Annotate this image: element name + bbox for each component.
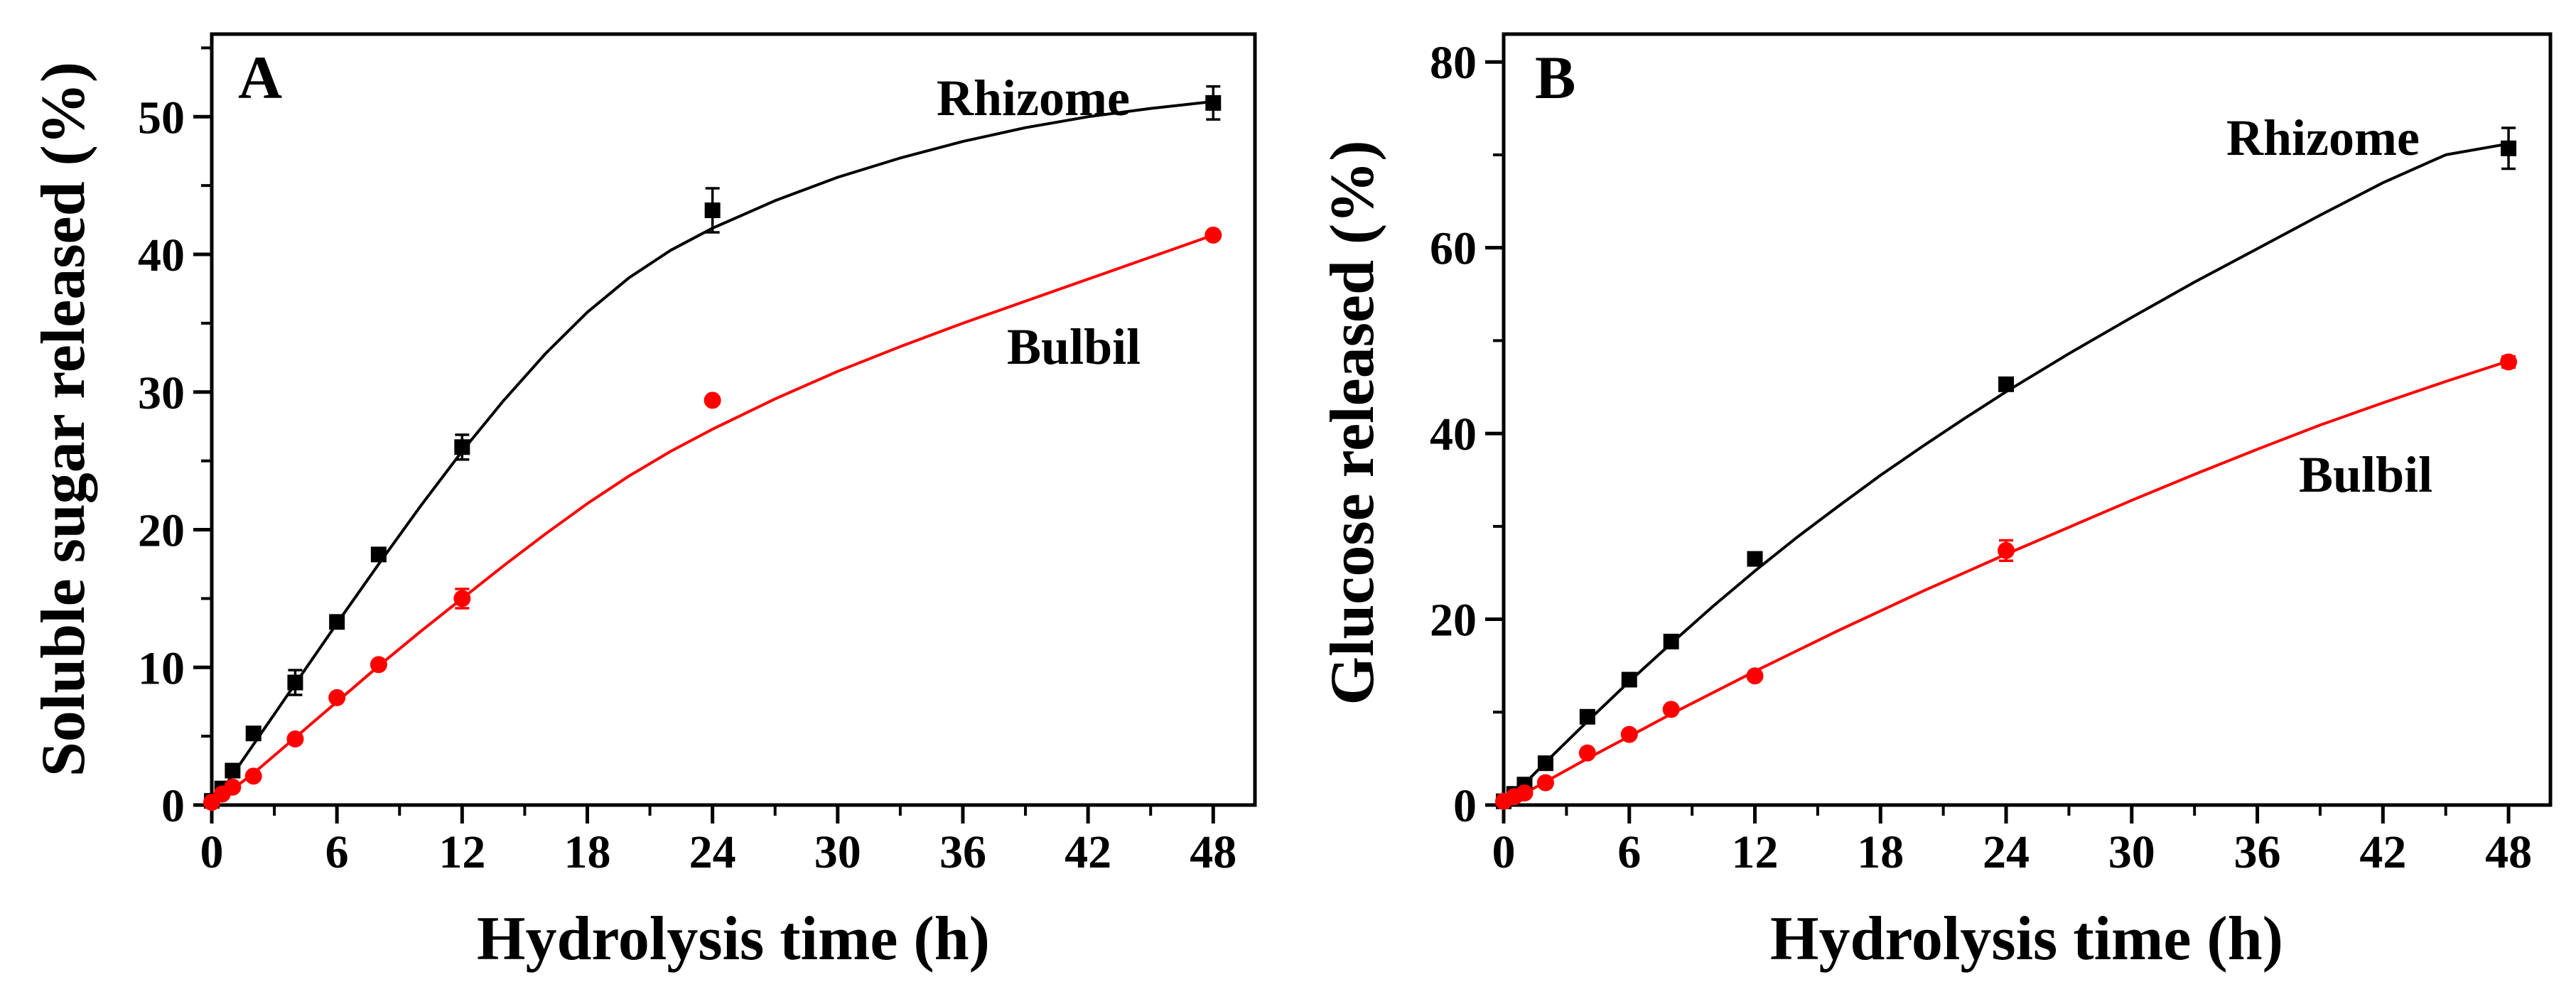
data-point-bulbil: [1516, 784, 1534, 802]
y-tick-label: 50: [138, 92, 185, 144]
y-ticks: 0 20 40 60 80: [1430, 37, 1504, 832]
data-point-rhizome: [2501, 140, 2517, 156]
y-tick-label: 0: [1453, 780, 1477, 832]
series-label-rhizome: Rhizome: [2226, 109, 2420, 166]
y-tick-label: 30: [138, 367, 185, 419]
fit-curve-bulbil: [1503, 360, 2509, 806]
data-point-bulbil: [1620, 725, 1638, 743]
y-tick-label: 20: [138, 505, 185, 557]
data-point-rhizome: [1579, 708, 1595, 725]
x-tick-label: 12: [1732, 826, 1779, 878]
data-point-rhizome: [225, 762, 241, 779]
data-point-bulbil: [1205, 226, 1222, 244]
y-tick-label: 0: [161, 780, 185, 832]
data-points: [203, 85, 1222, 811]
x-axis-title: Hydrolysis time (h): [1770, 904, 2283, 973]
x-axis-title: Hydrolysis time (h): [477, 904, 990, 973]
data-point-bulbil: [328, 688, 346, 706]
series-label-bulbil: Bulbil: [2299, 446, 2432, 503]
fit-curve-rhizome: [210, 99, 1214, 806]
panel-letter: B: [1535, 43, 1575, 112]
data-point-bulbil: [1536, 774, 1554, 792]
data-point-bulbil: [370, 656, 387, 674]
x-tick-label: 0: [1492, 826, 1516, 878]
y-tick-label: 20: [1430, 595, 1477, 647]
fit-curve-rhizome: [1502, 142, 2509, 806]
x-ticks: 0 6 12 18 24 30 36 42 48: [200, 805, 1236, 878]
x-tick-label: 30: [2108, 826, 2155, 878]
y-tick-label: 60: [1430, 223, 1477, 275]
y-axis-title: Soluble sugar released (%): [29, 62, 98, 777]
y-tick-label: 40: [1430, 409, 1477, 460]
data-point-rhizome: [1205, 94, 1222, 111]
x-tick-label: 24: [689, 826, 736, 878]
x-tick-label: 42: [2359, 826, 2406, 878]
x-ticks: 0 6 12 18 24 30 36 42 48: [1492, 805, 2532, 878]
x-tick-label: 18: [1857, 826, 1904, 878]
panel-a: 0 10 20 30 40 50 0 6 12 18 24 30 36 42 48 A Rhizome B…: [29, 32, 1257, 973]
data-point-bulbil: [244, 767, 262, 785]
x-tick-label: 36: [2234, 826, 2281, 878]
panel-letter: A: [238, 43, 282, 112]
plot-frame: [210, 32, 1257, 807]
x-tick-label: 0: [200, 826, 224, 878]
data-point-bulbil: [286, 730, 304, 747]
series-label-bulbil: Bulbil: [1007, 318, 1141, 375]
data-point-rhizome: [1998, 376, 2015, 392]
y-tick-label: 10: [138, 642, 185, 694]
data-point-bulbil: [2500, 353, 2518, 371]
data-point-bulbil: [1746, 667, 1764, 685]
x-tick-label: 42: [1065, 826, 1111, 878]
data-points: [1495, 126, 2518, 810]
x-tick-label: 48: [2485, 826, 2532, 878]
data-point-rhizome: [287, 674, 303, 691]
y-axis-title: Glucose released (%): [1318, 140, 1387, 705]
data-point-bulbil: [1998, 541, 2015, 559]
data-point-rhizome: [1621, 671, 1637, 688]
fit-curves: [210, 99, 1214, 806]
data-point-rhizome: [1747, 551, 1763, 567]
data-point-rhizome: [454, 439, 470, 455]
panel-b: 0 20 40 60 80 0 6 12 18 24 30 36 42 48 B Rhizome Bul…: [1318, 32, 2553, 973]
data-point-bulbil: [1578, 744, 1596, 762]
data-point-rhizome: [1663, 633, 1679, 649]
data-point-bulbil: [704, 392, 721, 409]
x-tick-label: 18: [564, 826, 610, 878]
y-tick-label: 40: [138, 230, 185, 281]
y-tick-label: 80: [1430, 37, 1477, 89]
data-point-bulbil: [1662, 701, 1680, 718]
data-point-rhizome: [370, 546, 387, 563]
data-point-bulbil: [453, 590, 471, 608]
x-tick-label: 36: [939, 826, 986, 878]
data-point-rhizome: [1537, 755, 1553, 772]
data-point-rhizome: [245, 725, 262, 742]
plot-frame: [1502, 32, 2553, 807]
data-point-rhizome: [704, 202, 721, 218]
fit-curve-bulbil: [210, 234, 1214, 806]
x-tick-label: 12: [438, 826, 485, 878]
data-point-bulbil: [224, 778, 242, 796]
series-label-rhizome: Rhizome: [937, 70, 1130, 126]
x-tick-label: 24: [1983, 826, 2030, 878]
x-tick-label: 6: [1617, 826, 1641, 878]
y-ticks: 0 10 20 30 40 50: [138, 46, 212, 832]
data-point-rhizome: [329, 614, 345, 630]
x-tick-label: 6: [325, 826, 349, 878]
x-tick-label: 30: [814, 826, 861, 878]
fit-curves: [1502, 142, 2509, 806]
x-tick-label: 48: [1190, 826, 1236, 878]
